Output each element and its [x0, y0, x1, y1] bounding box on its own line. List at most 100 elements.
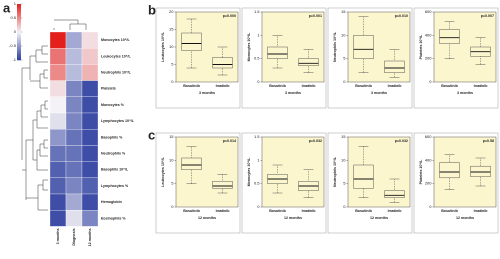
colorbar-segment: [17, 33, 21, 37]
heatmap-cell: [49, 210, 67, 227]
p-value: p=0.032: [395, 139, 408, 143]
y-tick-label: 0: [257, 204, 260, 209]
x-tick-label: Bosutinib: [183, 209, 200, 213]
y-tick-label: 600: [425, 134, 432, 139]
colorbar-segment: [17, 32, 21, 35]
heatmap-cell: [81, 161, 99, 178]
colorbar-segment: [17, 30, 21, 33]
heatmap-cell: [49, 161, 67, 178]
y-axis-label: Platelets 10⁹/L: [419, 34, 423, 59]
colorbar-tick-label: -0.5: [9, 43, 17, 48]
heatmap-cell: [81, 96, 99, 114]
heatmap-cell: [81, 48, 99, 65]
box: [212, 57, 233, 69]
x-tick-label: Imatinib: [302, 209, 317, 213]
x-tick-label: Bosutinib: [269, 84, 286, 88]
colorbar-segment: [17, 45, 21, 48]
box: [439, 162, 460, 179]
heatmap-cell: [65, 48, 83, 65]
y-tick-label: 1: [257, 32, 260, 37]
y-tick-label: 5: [171, 62, 174, 67]
y-tick-label: 0: [171, 79, 174, 84]
y-tick-label: 200: [425, 56, 432, 61]
x-axis-label: 12 months: [284, 216, 302, 220]
colorbar-segment: [17, 22, 21, 25]
colorbar-tick-label: 0.5: [10, 15, 16, 20]
y-tick-label: 1.5: [254, 134, 260, 139]
heatmap-cell: [81, 177, 99, 195]
row-label: Monocytes 10⁹/L: [101, 38, 130, 42]
y-tick-label: 200: [425, 181, 432, 186]
x-axis-label: 12 months: [198, 216, 216, 220]
y-axis-label: Platelets 10⁹/L: [419, 159, 423, 184]
box: [353, 164, 374, 189]
row-label: Leukocytes 10⁹/L: [101, 54, 131, 58]
y-tick-label: 0.5: [254, 56, 260, 61]
p-value: p=0.032: [309, 139, 322, 143]
y-tick-label: 5: [171, 181, 174, 186]
heatmap-cell: [49, 193, 67, 211]
y-tick-label: 400: [425, 157, 432, 162]
x-tick-label: Bosutinib: [269, 209, 286, 213]
colorbar-segment: [17, 9, 21, 12]
x-tick-label: Imatinib: [474, 209, 489, 213]
heatmap-cell: [65, 112, 83, 130]
box: [212, 181, 233, 189]
y-tick-label: 0: [343, 204, 346, 209]
heatmap-cell: [65, 64, 83, 81]
x-axis-label: 3 months: [285, 91, 301, 95]
row-label: Monocytes %: [101, 103, 125, 107]
heatmap-cell: [49, 80, 67, 97]
x-axis-label: 12 months: [370, 216, 388, 220]
y-axis-label: Leukocytes 10⁹/L: [161, 31, 165, 61]
y-tick-label: 10: [341, 157, 346, 162]
colorbar-segment: [17, 48, 21, 51]
heatmap-cell: [81, 80, 99, 97]
plot-background: [261, 136, 325, 208]
colorbar-segment: [17, 18, 21, 22]
x-tick-label: Bosutinib: [183, 84, 200, 88]
dendrogram: [21, 19, 87, 211]
row-label: Basophils 10⁹/L: [101, 168, 129, 172]
x-axis-label: 12 months: [456, 216, 474, 220]
y-tick-label: 10: [169, 157, 174, 162]
x-tick-label: Imatinib: [474, 84, 489, 88]
y-tick-label: 1.5: [254, 9, 260, 14]
y-tick-label: 5: [343, 181, 346, 186]
p-value: p=0.000: [223, 14, 236, 18]
colorbar-segment: [17, 35, 21, 38]
heatmap-cell: [65, 96, 83, 114]
heatmap-cell: [65, 80, 83, 97]
colorbar-segment: [17, 20, 21, 23]
panel-label: a: [3, 0, 11, 15]
y-tick-label: 0: [429, 79, 432, 84]
column-label: 12 months: [88, 228, 92, 246]
y-tick-label: 20: [169, 9, 174, 14]
heatmap-cell: [65, 177, 83, 195]
row-label: Neutrophils %: [101, 151, 126, 155]
column-label: 3 months: [56, 228, 60, 244]
x-tick-label: Imatinib: [388, 84, 403, 88]
column-label: Diagnosis: [72, 228, 76, 245]
y-tick-label: 0: [257, 79, 260, 84]
heatmap-cell: [81, 64, 99, 81]
y-axis-label: Monocytes 10⁹/L: [247, 32, 251, 61]
heatmap-cell: [49, 112, 67, 130]
row-label: Neutrophils 10⁹/L: [101, 70, 132, 74]
heatmap-cell: [49, 129, 67, 146]
y-tick-label: 0: [343, 79, 346, 84]
heatmap-cell: [65, 193, 83, 211]
p-value: p=0.001: [309, 14, 322, 18]
colorbar-segment: [17, 13, 21, 16]
x-tick-label: Bosutinib: [441, 84, 458, 88]
colorbar-segment: [17, 37, 21, 40]
heatmap-cell: [65, 145, 83, 162]
heatmap-cell: [81, 31, 99, 49]
heatmap-cell: [49, 48, 67, 65]
heatmap-cell: [81, 193, 99, 211]
x-tick-label: Imatinib: [388, 209, 403, 213]
box: [267, 46, 288, 59]
box: [384, 190, 405, 198]
colorbar-segment: [17, 58, 21, 61]
